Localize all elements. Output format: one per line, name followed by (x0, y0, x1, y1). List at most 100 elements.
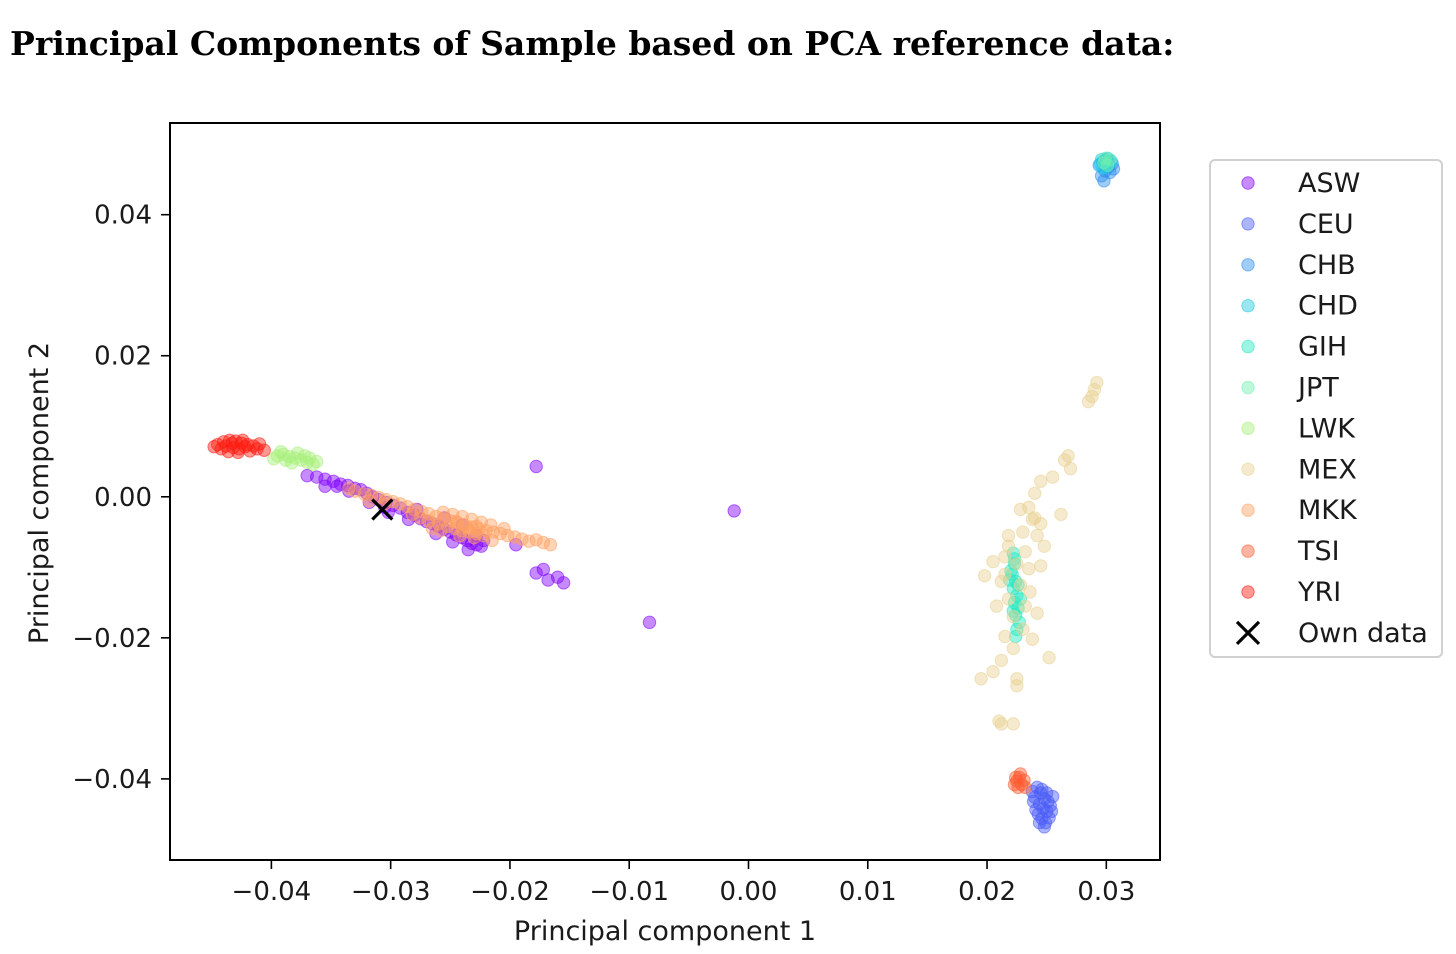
y-tick-label: 0.00 (94, 483, 152, 513)
series-tsi (1007, 767, 1032, 795)
data-point (207, 440, 221, 454)
data-point (1026, 794, 1041, 809)
series-mkk (342, 481, 558, 552)
legend-item-tsi: TSI (1241, 536, 1340, 567)
legend-label: JPT (1296, 373, 1339, 404)
legend-label: GIH (1298, 332, 1347, 363)
data-point (1010, 679, 1024, 693)
data-point (290, 446, 305, 460)
legend-item-ceu: CEU (1241, 209, 1354, 240)
data-point (284, 456, 299, 470)
legend-label: CHB (1298, 250, 1356, 281)
data-point (1016, 525, 1030, 539)
data-point (1001, 539, 1016, 553)
x-tick-label: 0.03 (1077, 877, 1135, 907)
data-point (330, 479, 344, 493)
data-point (1001, 528, 1016, 543)
series-mex (974, 375, 1104, 731)
x-axis-ticks: −0.04 −0.03 −0.02 −0.01 0.00 0.01 0.02 0.03 (232, 860, 1135, 907)
legend-label: CHD (1298, 291, 1358, 322)
series-own-data (371, 498, 394, 521)
legend-item-asw: ASW (1241, 168, 1360, 199)
y-tick-label: 0.04 (94, 201, 152, 231)
data-point (221, 444, 236, 459)
data-point (989, 599, 1004, 613)
data-point (994, 717, 1009, 731)
data-point (425, 521, 440, 536)
data-point (1013, 578, 1028, 592)
legend-item-gih: GIH (1241, 332, 1347, 363)
legend-item-chd: CHD (1241, 291, 1358, 322)
legend-label: CEU (1298, 209, 1354, 240)
y-tick-label: 0.02 (94, 342, 152, 372)
y-tick-label: −0.04 (72, 765, 152, 795)
data-point (642, 615, 657, 630)
data-point (1090, 375, 1104, 390)
points-layer (207, 151, 1121, 834)
data-point (543, 538, 558, 552)
series-lwk (267, 444, 324, 472)
x-tick-label: −0.01 (589, 877, 669, 907)
data-point (986, 554, 1000, 569)
x-tick-label: −0.03 (351, 877, 431, 907)
data-point (400, 499, 415, 514)
x-axis-label: Principal component 1 (514, 916, 816, 947)
data-point (1037, 539, 1052, 553)
data-point (1087, 382, 1102, 397)
data-point (1025, 632, 1040, 646)
data-point (1034, 474, 1048, 488)
data-point (1001, 592, 1016, 606)
legend-marker (1241, 462, 1255, 476)
data-point (485, 533, 499, 548)
data-point (1013, 502, 1028, 517)
data-point (449, 514, 463, 529)
data-point (1010, 557, 1024, 571)
legend-marker (1235, 620, 1261, 646)
legend-item-mex: MEX (1241, 454, 1357, 485)
data-point (1030, 528, 1044, 543)
legend-marker (1241, 421, 1255, 436)
data-point (1081, 394, 1096, 409)
legend-label: MEX (1298, 454, 1357, 485)
series-yri (207, 433, 271, 460)
x-tick-label: 0.02 (958, 877, 1016, 907)
x-tick-label: 0.00 (720, 877, 778, 907)
data-point (1028, 511, 1042, 525)
data-point (497, 521, 511, 536)
data-point (1006, 717, 1020, 731)
data-point (1039, 786, 1054, 800)
data-point (1023, 585, 1037, 599)
data-point (310, 470, 324, 484)
data-point (974, 672, 988, 686)
x-tick-label: −0.04 (232, 877, 312, 907)
legend: ASW CEU CHB CHD GIH JPT LWK MEX MKK TSI YRI Own dat… (1209, 159, 1443, 658)
data-point (1045, 470, 1060, 484)
data-point (1018, 545, 1032, 559)
legend-label: ASW (1298, 168, 1360, 199)
data-point (1041, 794, 1055, 809)
data-point (413, 511, 428, 525)
data-point (1032, 815, 1047, 830)
page-title: Principal Components of Sample based on … (10, 24, 1175, 63)
data-point (556, 576, 571, 590)
legend-label: YRI (1297, 577, 1341, 608)
data-point (484, 518, 498, 532)
legend-label: Own data (1298, 618, 1428, 649)
data-point (461, 542, 475, 557)
data-point (302, 451, 317, 465)
data-point (998, 567, 1012, 582)
data-point (274, 444, 288, 459)
data-point (405, 507, 419, 522)
data-point (1006, 641, 1020, 656)
data-point (434, 523, 448, 538)
legend-item-yri: YRI (1241, 577, 1341, 608)
data-point (310, 454, 324, 469)
legend-item-mkk: MKK (1241, 495, 1358, 526)
x-tick-label: 0.01 (839, 877, 897, 907)
data-point (529, 566, 543, 580)
data-point (467, 530, 481, 545)
data-point (1028, 486, 1042, 500)
data-point (1010, 672, 1024, 686)
legend-marker (1241, 217, 1255, 231)
